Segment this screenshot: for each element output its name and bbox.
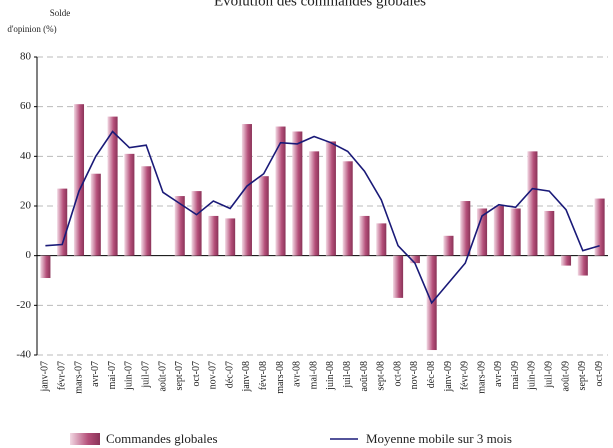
- y-axis-label: Solde: [50, 8, 71, 18]
- x-tick-label: mars-08: [275, 361, 286, 394]
- x-tick-label: sept-08: [376, 361, 387, 390]
- legend-label: Commandes globales: [106, 431, 218, 446]
- bar: [594, 198, 605, 256]
- x-tick-label: mai-08: [308, 361, 319, 389]
- x-tick-label: sept-07: [174, 361, 185, 390]
- bar: [225, 218, 236, 256]
- bar: [544, 210, 555, 256]
- y-tick-label: 80: [20, 51, 32, 63]
- x-tick-label: avr-08: [292, 361, 303, 387]
- x-tick-label: oct-07: [191, 361, 202, 387]
- bar: [141, 166, 152, 256]
- x-tick-label: oct-09: [594, 361, 605, 387]
- bar: [57, 188, 68, 256]
- y-tick-label: 0: [26, 249, 32, 261]
- x-tick-label: juin-08: [325, 361, 336, 391]
- x-tick-label: juil-09: [544, 361, 555, 389]
- bar: [342, 161, 353, 256]
- x-tick-label: juin-09: [527, 361, 538, 391]
- bar: [409, 255, 420, 264]
- x-tick-label: sept-09: [577, 361, 588, 390]
- bar: [40, 255, 51, 279]
- x-tick-label: août-09: [560, 361, 571, 392]
- bar: [376, 223, 387, 256]
- x-tick-label: déc-07: [224, 361, 235, 388]
- bar: [258, 176, 269, 256]
- chart-title: Évolution des commandes globales: [214, 0, 426, 9]
- x-tick-label: déc-08: [426, 361, 437, 388]
- bar: [191, 191, 202, 256]
- bar: [241, 124, 252, 256]
- x-tick-label: avr-09: [493, 361, 504, 387]
- x-tick-label: juil-07: [140, 361, 151, 389]
- bar: [292, 131, 303, 256]
- x-tick-label: mars-09: [476, 361, 487, 394]
- legend-swatch: [70, 433, 100, 445]
- bar: [208, 215, 219, 256]
- bar: [309, 151, 320, 256]
- y-tick-label: 20: [20, 200, 32, 212]
- x-tick-label: janv-07: [40, 361, 51, 393]
- bar: [174, 196, 185, 256]
- bar: [577, 255, 588, 276]
- bar: [443, 235, 454, 256]
- x-tick-label: mars-07: [73, 361, 84, 394]
- y-tick-label: -20: [16, 299, 31, 311]
- bar: [560, 255, 572, 266]
- line: [45, 130, 600, 305]
- x-tick-label: janv-09: [443, 361, 454, 393]
- bar: [510, 208, 521, 256]
- y-tick-label: 60: [20, 100, 32, 112]
- x-tick-label: mai-07: [107, 361, 118, 389]
- bar: [527, 151, 538, 256]
- bar: [90, 173, 101, 256]
- x-tick-label: oct-08: [392, 361, 403, 387]
- x-tick-label: févr-07: [56, 361, 67, 390]
- x-tick-label: nov-08: [409, 361, 420, 389]
- x-tick-label: août-07: [157, 361, 168, 392]
- x-tick-label: févr-09: [460, 361, 471, 390]
- bar: [107, 116, 118, 256]
- bar: [359, 215, 370, 256]
- x-tick-label: févr-08: [258, 361, 269, 390]
- x-tick-label: juil-08: [342, 361, 353, 389]
- x-tick-label: août-08: [359, 361, 370, 392]
- bar: [393, 255, 404, 298]
- y-axis-label: d'opinion (%): [7, 24, 56, 34]
- x-tick-label: mai-09: [510, 361, 521, 389]
- y-tick-label: -40: [16, 349, 31, 361]
- bar: [124, 153, 135, 256]
- x-tick-label: avr-07: [90, 361, 101, 387]
- x-tick-label: nov-07: [208, 361, 219, 389]
- bar: [477, 208, 488, 256]
- legend-label: Moyenne mobile sur 3 mois: [366, 431, 512, 446]
- bar: [460, 201, 471, 256]
- bar: [275, 126, 286, 256]
- bar: [493, 206, 504, 256]
- x-tick-label: janv-08: [241, 361, 252, 393]
- bar: [325, 141, 336, 256]
- x-tick-label: juin-07: [124, 361, 135, 391]
- bar: [73, 104, 85, 256]
- y-tick-label: 40: [20, 150, 32, 162]
